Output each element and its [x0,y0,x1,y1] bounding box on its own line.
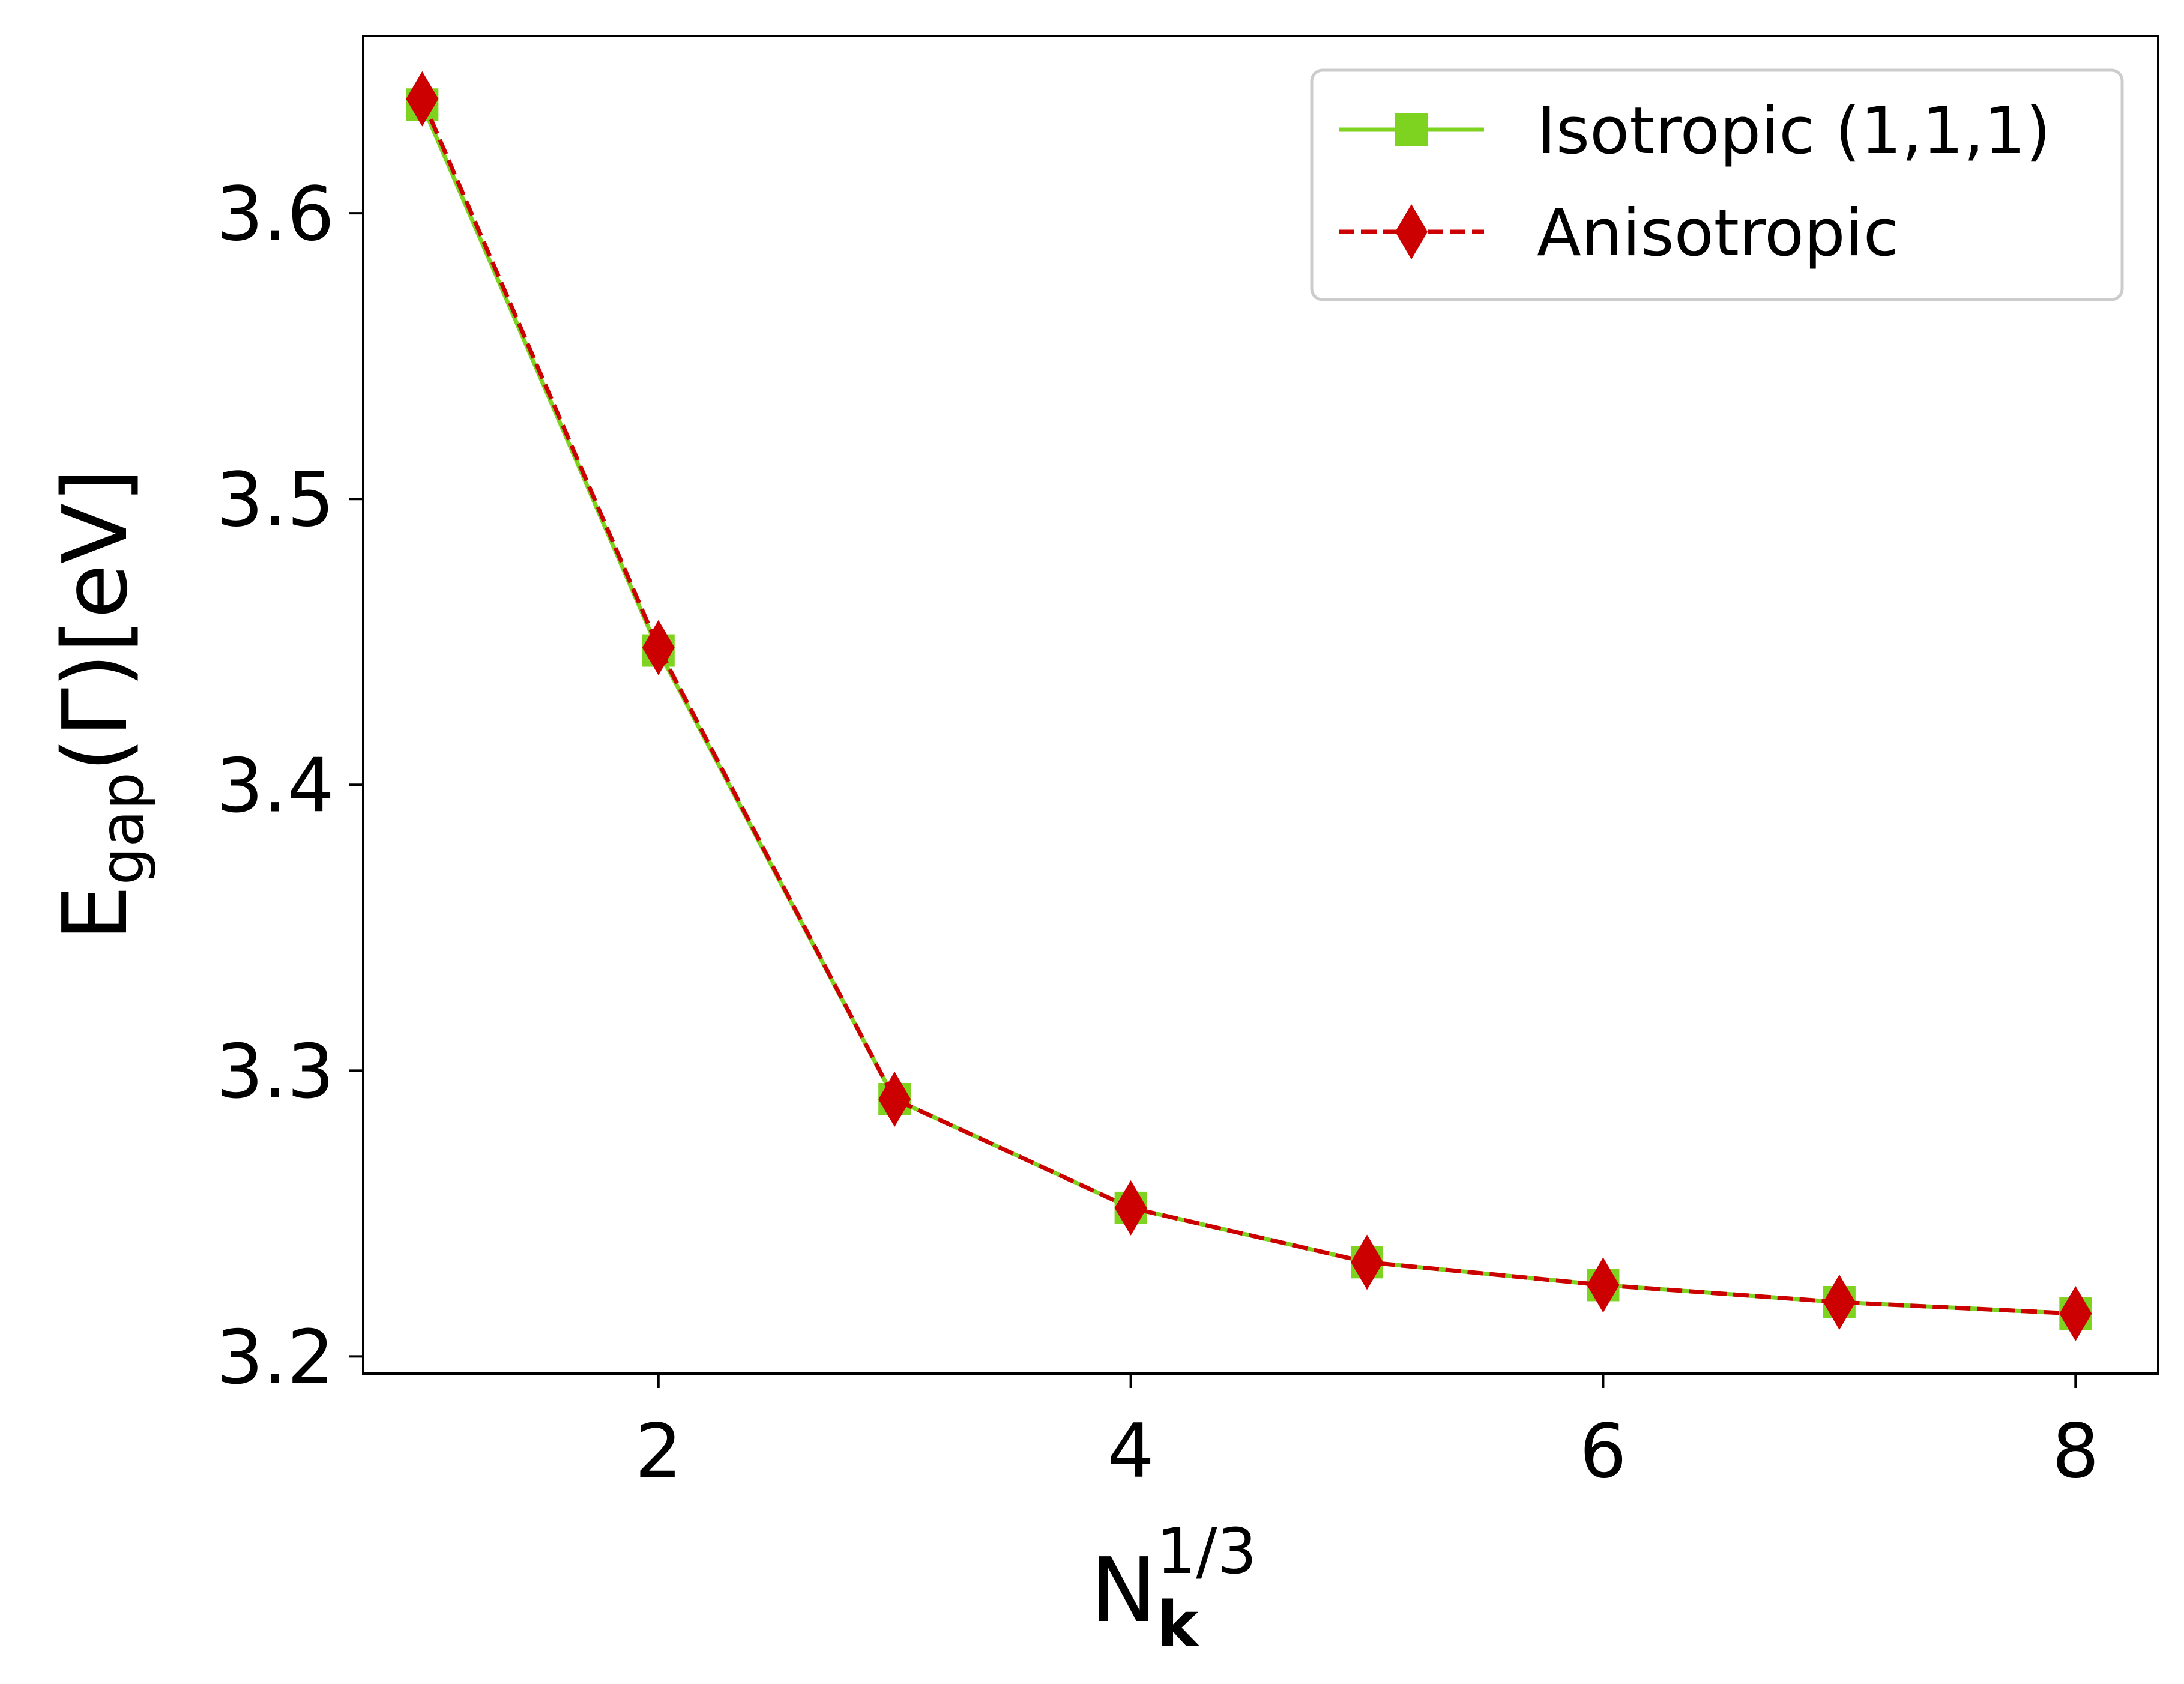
legend: Isotropic (1,1,1) Anisotropic [1310,68,2124,301]
x-tick-label: 4 [1107,1408,1154,1495]
y-tick-label: 3.3 [216,1028,334,1115]
x-axis-label-subscript: k [1157,1588,1200,1661]
x-axis-label-base: N [1090,1539,1157,1642]
x-axis-label-superscript: 1/3 [1156,1515,1256,1588]
data-point-anisotropic [1351,1234,1384,1290]
x-tick-label: 8 [2052,1408,2099,1495]
data-point-anisotropic [1587,1257,1620,1313]
y-tick-label: 3.4 [216,743,334,829]
legend-marker-anisotropic [1395,204,1428,259]
y-tick-label: 3.2 [216,1314,334,1401]
x-tick-label: 2 [635,1408,682,1495]
legend-label-isotropic: Isotropic (1,1,1) [1537,94,2051,169]
y-axis-label-subscript: gap [87,772,157,885]
x-axis-ticks: 2 4 6 8 [635,1374,2099,1495]
data-point-anisotropic [1823,1274,1856,1330]
data-point-anisotropic [2059,1286,2092,1342]
data-point-anisotropic [642,620,675,675]
series-line-anisotropic [420,98,2076,1316]
y-axis-label: Egap(Γ)[eV] [44,468,157,941]
x-tick-label: 6 [1579,1408,1627,1495]
y-tick-label: 3.5 [216,457,334,543]
y-axis-label-rest: (Γ)[eV] [44,468,147,772]
data-point-anisotropic [1114,1180,1147,1236]
x-axis-label: Nk1/3 [1090,1515,1256,1661]
series-layer [406,71,2092,1342]
y-axis-label-base: E [44,885,147,941]
y-axis-ticks: 3.2 3.3 3.4 3.5 3.6 [216,171,363,1401]
legend-marker-isotropic [1395,113,1428,146]
y-tick-label: 3.6 [216,171,334,258]
data-point-anisotropic [406,71,439,127]
legend-label-anisotropic: Anisotropic [1537,196,1899,271]
data-point-anisotropic [878,1071,911,1127]
legend-frame [1310,68,2124,301]
